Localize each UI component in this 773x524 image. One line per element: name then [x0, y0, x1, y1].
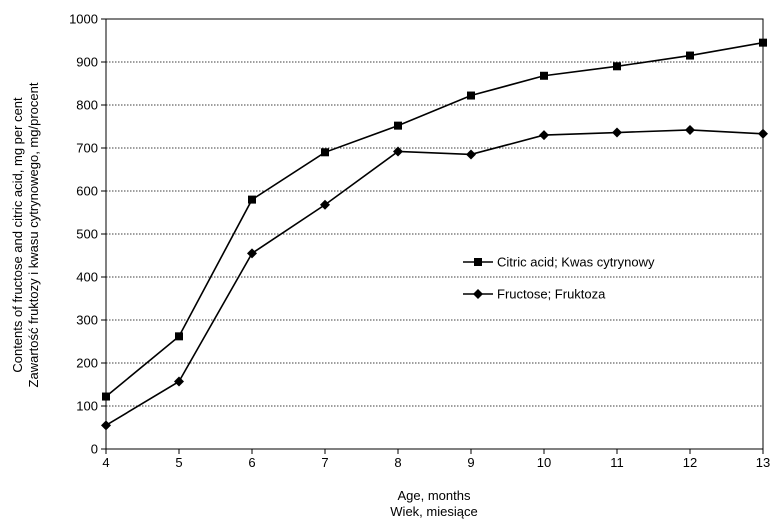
- series-line: [105, 129, 764, 427]
- y-tick-label: 100: [76, 399, 98, 414]
- data-point: [175, 332, 183, 341]
- x-tick-label: 11: [610, 455, 624, 470]
- series-citric-acid: [102, 38, 767, 401]
- data-point: [467, 91, 475, 100]
- data-point: [612, 127, 622, 138]
- x-tick-label: 10: [537, 455, 551, 470]
- legend-label: Citric acid; Kwas cytrynowy: [497, 255, 655, 270]
- x-tick-label: 5: [175, 455, 182, 470]
- y-axis-ticks: 0 100 200 300 400 500 600 700 800 900 1000: [69, 12, 106, 457]
- x-axis-ticks: 4 5 6 7 8 9 10 11 12 13: [102, 449, 770, 470]
- data-point: [686, 51, 694, 60]
- y-tick-label: 500: [76, 227, 98, 242]
- data-point: [174, 376, 184, 387]
- data-point: [321, 148, 329, 157]
- data-point: [759, 38, 767, 47]
- y-axis-title-line-2: Zawartość fruktozy i kwasu cytrynowego, …: [26, 82, 41, 387]
- y-tick-label: 700: [76, 141, 98, 156]
- data-point: [466, 149, 476, 160]
- y-axis-title-line-1: Contents of fructose and citric acid, mg…: [10, 97, 25, 373]
- data-point: [685, 124, 695, 135]
- data-point: [247, 248, 257, 259]
- data-point: [248, 195, 256, 204]
- y-tick-label: 0: [91, 442, 98, 457]
- x-tick-label: 8: [394, 455, 401, 470]
- x-tick-label: 13: [756, 455, 770, 470]
- x-tick-label: 4: [102, 455, 109, 470]
- y-tick-label: 600: [76, 184, 98, 199]
- data-point: [613, 62, 621, 71]
- data-point: [540, 71, 548, 80]
- series-line: [105, 41, 764, 398]
- grid-lines: [106, 61, 763, 407]
- data-point: [758, 128, 768, 139]
- series-fructose: [101, 124, 768, 431]
- legend-marker: [474, 258, 482, 266]
- y-tick-label: 200: [76, 356, 98, 371]
- legend-item: Fructose; Fruktoza: [463, 287, 606, 302]
- data-point: [539, 130, 549, 141]
- x-axis-title-line-2: Wiek, miesiące: [390, 504, 477, 519]
- y-tick-label: 400: [76, 270, 98, 285]
- legend-label: Fructose; Fruktoza: [497, 287, 606, 302]
- x-tick-label: 9: [467, 455, 474, 470]
- y-tick-label: 300: [76, 313, 98, 328]
- data-point: [101, 420, 111, 431]
- data-point: [102, 392, 110, 401]
- x-axis-title-line-1: Age, months: [398, 488, 471, 503]
- data-point: [394, 121, 402, 130]
- x-tick-label: 12: [683, 455, 697, 470]
- data-point: [393, 146, 403, 157]
- data-point: [320, 199, 330, 210]
- legend-item: Citric acid; Kwas cytrynowy: [463, 255, 655, 270]
- legend: Citric acid; Kwas cytrynowy Fructose; Fru…: [463, 255, 655, 302]
- legend-marker: [473, 289, 483, 299]
- y-tick-label: 800: [76, 98, 98, 113]
- y-tick-label: 1000: [69, 12, 98, 27]
- x-tick-label: 7: [321, 455, 328, 470]
- series-layer: [101, 38, 768, 431]
- x-tick-label: 6: [248, 455, 255, 470]
- y-tick-label: 900: [76, 55, 98, 70]
